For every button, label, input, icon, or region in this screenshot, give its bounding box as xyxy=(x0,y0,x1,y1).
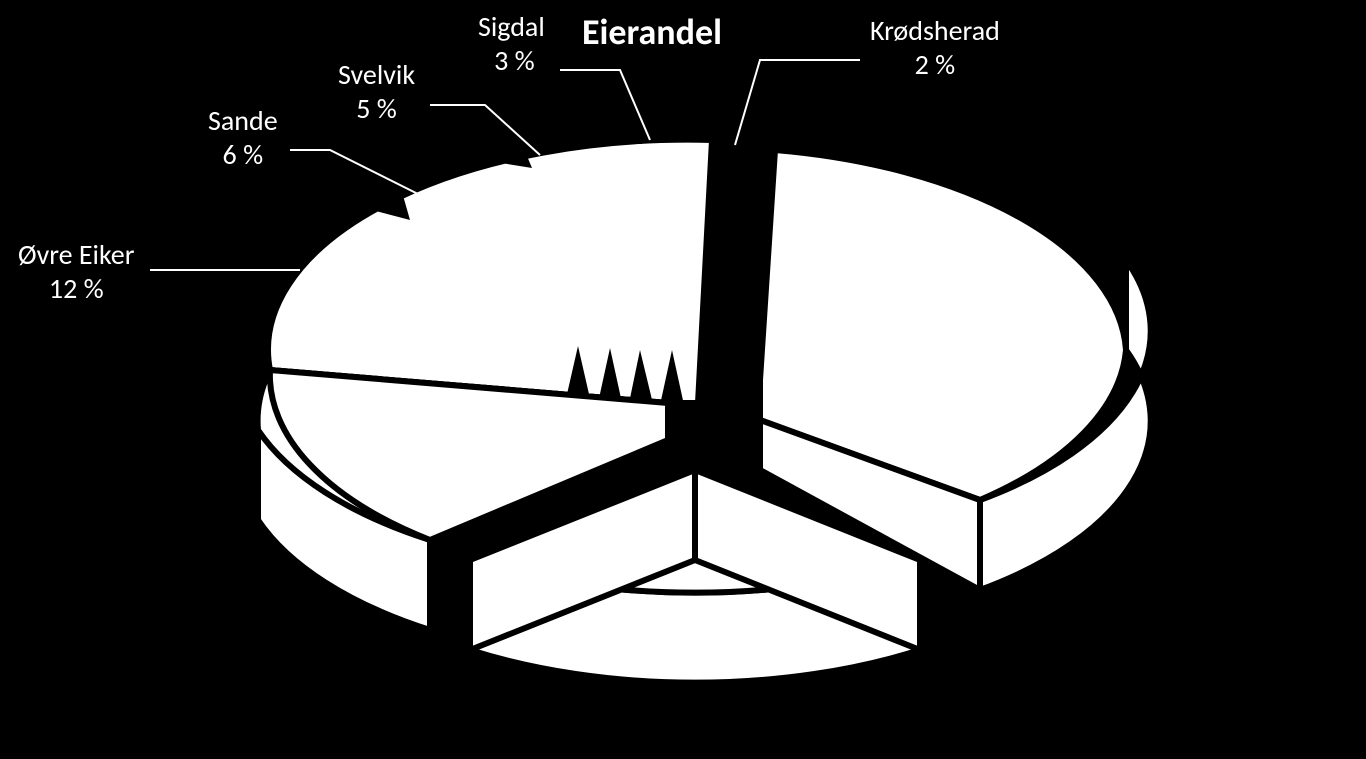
chart-stage: Eierandel Krødsherad 2 % Sigdal 3 % Svel… xyxy=(0,0,1366,759)
label-sigdal-pct: 3 % xyxy=(494,43,535,78)
pie-chart xyxy=(0,0,1366,759)
label-svelvik-pct: 5 % xyxy=(356,91,397,126)
label-svelvik-name: Svelvik xyxy=(338,57,415,92)
label-ovre-eiker: Øvre Eiker 12 % xyxy=(18,238,135,305)
slice-upperleft-top xyxy=(268,140,712,403)
label-sande-pct: 6 % xyxy=(223,137,264,172)
label-ovre-eiker-name: Øvre Eiker xyxy=(18,237,135,272)
label-svelvik: Svelvik 5 % xyxy=(338,58,415,125)
label-krodsherad-name: Krødsherad xyxy=(870,13,1000,48)
chart-title: Eierandel xyxy=(582,10,722,54)
label-ovre-eiker-pct: 12 % xyxy=(49,271,104,306)
rim-notch-1 xyxy=(700,110,724,140)
label-sande: Sande 6 % xyxy=(208,104,278,171)
label-krodsherad: Krødsherad 2 % xyxy=(870,14,1000,81)
label-krodsherad-pct: 2 % xyxy=(915,47,956,82)
rim-notch-3 xyxy=(495,130,532,168)
label-sigdal-name: Sigdal xyxy=(478,9,545,44)
rim-notch-2 xyxy=(612,112,642,144)
label-sande-name: Sande xyxy=(208,103,278,138)
label-sigdal: Sigdal 3 % xyxy=(478,10,545,77)
